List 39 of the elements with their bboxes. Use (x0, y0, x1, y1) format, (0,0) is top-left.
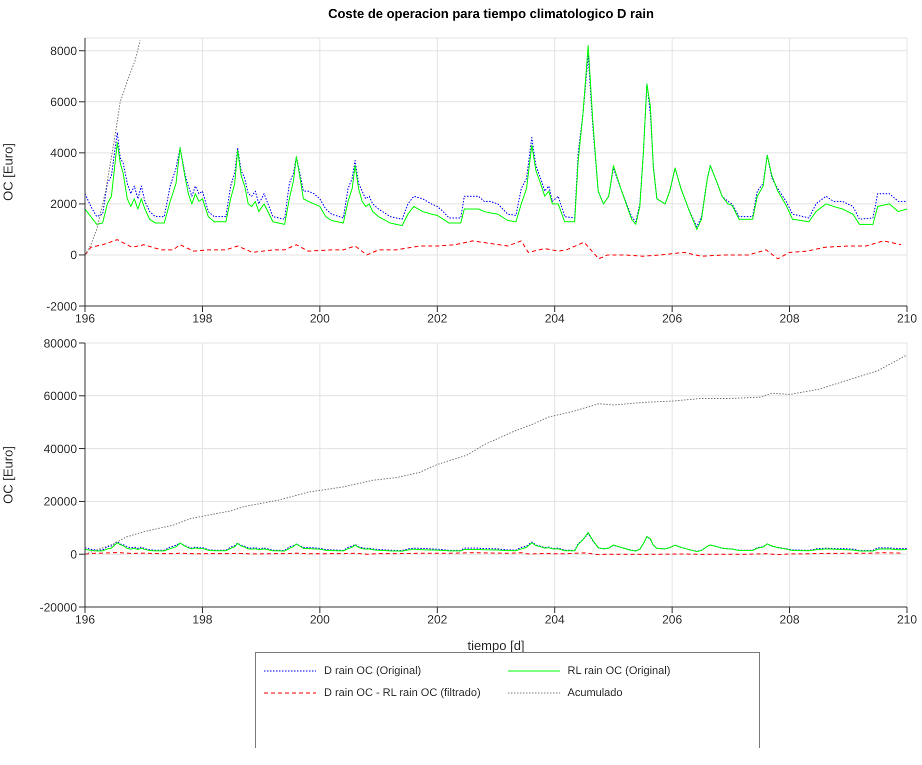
legend-label: Acumulado (568, 687, 623, 699)
y-tick-label: -20000 (40, 600, 78, 614)
x-tick-label: 210 (896, 312, 918, 326)
x-tick-label: 196 (74, 612, 96, 627)
y-tick-label: 80000 (44, 336, 78, 350)
x-tick-label: 208 (780, 312, 800, 326)
y-axis-title: OC [Euro] (0, 143, 16, 201)
line-series (85, 354, 907, 555)
x-tick-label: 196 (74, 312, 96, 326)
x-axis-title: tiempo [d] (467, 638, 525, 653)
y-tick-label: 0 (70, 248, 78, 262)
line-series (85, 239, 902, 260)
x-tick-label: 198 (192, 612, 213, 627)
x-tick-label: 210 (896, 612, 918, 627)
y-axis-title: OC [Euro] (0, 446, 16, 504)
legend-label: RL rain OC (Original) (568, 665, 670, 677)
x-tick-label: 202 (427, 612, 448, 627)
y-tick-label: 20000 (44, 494, 78, 509)
x-tick-label: 204 (544, 612, 566, 627)
y-tick-label: 4000 (50, 146, 78, 160)
y-tick-label: 0 (70, 547, 78, 562)
x-tick-label: 208 (780, 612, 800, 627)
y-tick-label: 40000 (44, 442, 78, 456)
y-tick-label: -2000 (46, 299, 78, 314)
y-tick-label: 6000 (50, 95, 78, 110)
x-tick-label: 200 (310, 612, 330, 627)
y-tick-label: 8000 (50, 44, 78, 58)
x-tick-label: 206 (662, 312, 682, 326)
x-tick-label: 204 (544, 312, 566, 326)
legend-label: D rain OC - RL rain OC (filtrado) (324, 687, 481, 699)
x-tick-label: 198 (192, 312, 213, 326)
x-tick-label: 206 (662, 612, 682, 627)
x-tick-label: 202 (427, 312, 448, 326)
x-tick-label: 200 (310, 312, 330, 326)
y-tick-label: 60000 (44, 389, 78, 404)
y-tick-label: 2000 (50, 197, 78, 212)
line-series (85, 40, 141, 256)
chart-title: Coste de operacion para tiempo climatologico D rain (327, 5, 655, 23)
legend-label: D rain OC (Original) (324, 665, 422, 677)
